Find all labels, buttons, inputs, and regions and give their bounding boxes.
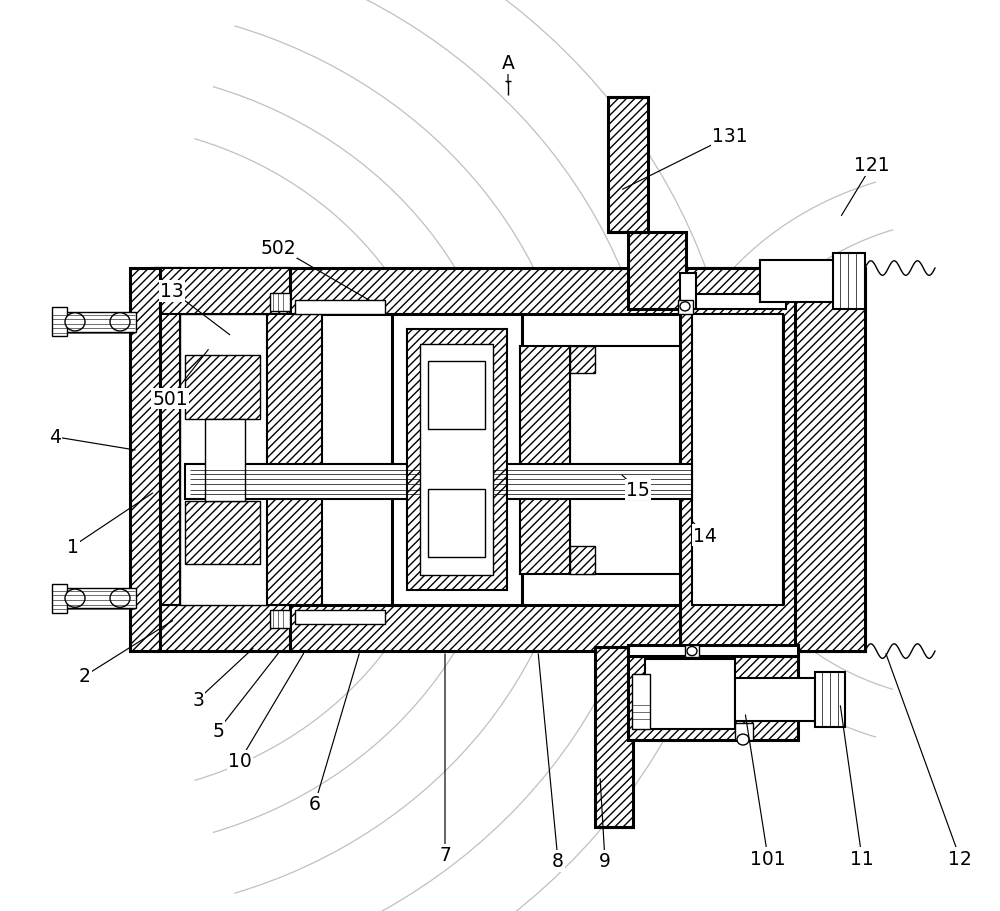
Bar <box>815 672 845 727</box>
Bar <box>130 269 160 651</box>
Text: 6: 6 <box>309 794 321 813</box>
Bar <box>267 269 289 651</box>
Bar <box>628 649 798 740</box>
Text: 9: 9 <box>599 852 611 870</box>
Bar <box>180 314 267 606</box>
Text: 502: 502 <box>260 239 296 257</box>
Circle shape <box>110 313 130 332</box>
Circle shape <box>737 734 749 745</box>
Bar <box>680 273 696 310</box>
Text: A: A <box>502 55 514 73</box>
Circle shape <box>65 589 85 608</box>
Text: 501: 501 <box>152 390 188 408</box>
Bar <box>285 269 865 314</box>
Bar <box>678 301 693 314</box>
Circle shape <box>680 302 690 312</box>
Bar <box>628 232 686 310</box>
Bar <box>407 330 507 590</box>
Bar <box>295 610 385 624</box>
Bar <box>608 97 648 232</box>
Text: 12: 12 <box>948 849 972 867</box>
Text: 7: 7 <box>439 845 451 864</box>
Circle shape <box>687 647 697 656</box>
Bar <box>735 678 815 722</box>
Text: 15: 15 <box>626 481 650 499</box>
Bar <box>285 314 790 606</box>
Bar <box>628 645 798 656</box>
Bar <box>270 610 290 629</box>
Text: 5: 5 <box>212 722 224 740</box>
Bar <box>428 489 485 558</box>
Text: 3: 3 <box>192 691 204 709</box>
Text: 10: 10 <box>228 752 252 770</box>
Bar <box>595 648 633 827</box>
Bar <box>295 301 385 314</box>
Bar <box>52 584 67 613</box>
Text: 14: 14 <box>693 527 717 545</box>
Text: 11: 11 <box>850 849 874 867</box>
Text: 8: 8 <box>552 852 564 870</box>
Text: 101: 101 <box>750 849 786 867</box>
Bar <box>155 606 290 651</box>
Bar <box>392 314 522 606</box>
Text: 1: 1 <box>67 537 79 556</box>
Bar <box>833 253 865 310</box>
Text: 2: 2 <box>79 667 91 685</box>
Bar <box>570 547 595 574</box>
Bar <box>570 346 595 374</box>
Bar <box>52 308 67 337</box>
Circle shape <box>65 313 85 332</box>
Bar <box>155 269 290 314</box>
Bar <box>285 606 865 651</box>
Bar <box>185 355 260 419</box>
Bar <box>686 295 786 310</box>
Bar <box>680 269 795 651</box>
Text: 121: 121 <box>854 157 890 175</box>
Bar <box>520 346 570 574</box>
Bar <box>185 501 260 565</box>
Bar <box>645 660 735 729</box>
Bar <box>58 312 136 333</box>
Circle shape <box>110 589 130 608</box>
Bar <box>790 269 865 651</box>
Text: 13: 13 <box>160 282 184 301</box>
Bar <box>205 419 245 501</box>
Bar <box>685 645 699 658</box>
Bar <box>420 344 493 576</box>
Bar <box>692 314 783 606</box>
Bar <box>632 674 650 729</box>
Bar <box>155 269 180 651</box>
Bar <box>735 723 753 740</box>
Text: 4: 4 <box>49 428 61 446</box>
Bar <box>270 293 290 312</box>
Bar <box>520 314 790 606</box>
Bar <box>428 362 485 430</box>
Bar <box>58 589 136 609</box>
Bar <box>267 314 322 606</box>
Bar <box>185 465 692 499</box>
Text: 131: 131 <box>712 128 748 146</box>
Bar <box>155 269 290 651</box>
Bar <box>570 346 790 574</box>
Bar <box>760 261 835 302</box>
